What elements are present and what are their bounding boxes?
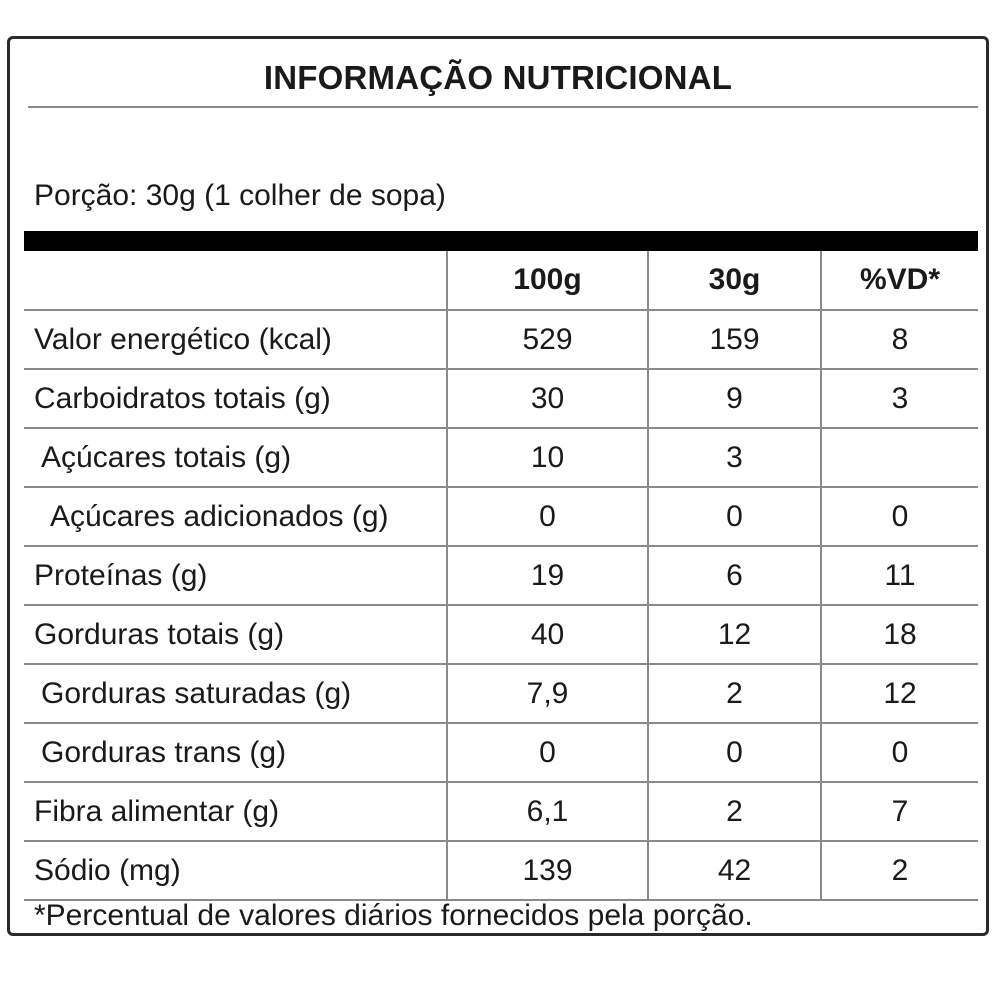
value-vd: 7 (820, 782, 978, 842)
nutrient-name: Proteínas (g) (24, 546, 447, 606)
value-vd: 2 (820, 841, 978, 901)
nutrient-name: Açúcares adicionados (g) (24, 487, 447, 547)
table-body: Valor energético (kcal) 529 159 8 Carboidrat… (24, 310, 978, 901)
value-vd: 3 (820, 369, 978, 429)
portion-text: Porção: 30g (1 colher de sopa) (34, 179, 446, 212)
table-row: Valor energético (kcal) 529 159 8 (24, 310, 978, 370)
label-title: INFORMAÇÃO NUTRICIONAL (263, 59, 733, 96)
value-vd: 11 (820, 546, 978, 606)
nutrient-name: Gorduras saturadas (g) (24, 664, 447, 724)
value-30g: 2 (647, 782, 821, 842)
value-vd: 0 (820, 487, 978, 547)
value-100g: 0 (446, 487, 648, 547)
table-row: Sódio (mg) 139 42 2 (24, 841, 978, 901)
value-100g: 6,1 (446, 782, 648, 842)
header-nutrient (24, 251, 447, 311)
table-header-row: 100g 30g %VD* (24, 251, 978, 311)
nutrient-name: Gorduras totais (g) (24, 605, 447, 665)
table-row: Açúcares totais (g) 10 3 (24, 428, 978, 488)
nutrient-name: Sódio (mg) (24, 841, 447, 901)
header-vd: %VD* (820, 251, 978, 311)
value-30g: 159 (647, 310, 821, 370)
value-30g: 12 (647, 605, 821, 665)
table-row: Gorduras trans (g) 0 0 0 (24, 723, 978, 783)
footnote: *Percentual de valores diários fornecido… (34, 899, 753, 932)
table-row: Gorduras totais (g) 40 12 18 (24, 605, 978, 665)
nutrition-label: INFORMAÇÃO NUTRICIONAL Porção: 30g (1 co… (7, 36, 989, 936)
thick-divider-bar (24, 231, 978, 251)
value-100g: 10 (446, 428, 648, 488)
nutrient-name: Carboidratos totais (g) (24, 369, 447, 429)
table-row: Fibra alimentar (g) 6,1 2 7 (24, 782, 978, 842)
value-100g: 529 (446, 310, 648, 370)
nutrient-name: Açúcares totais (g) (24, 428, 447, 488)
table-row: Gorduras saturadas (g) 7,9 2 12 (24, 664, 978, 724)
table-row: Proteínas (g) 19 6 11 (24, 546, 978, 606)
value-vd: 8 (820, 310, 978, 370)
value-30g: 6 (647, 546, 821, 606)
nutrient-name: Gorduras trans (g) (24, 723, 447, 783)
title-divider (28, 106, 978, 108)
value-100g: 0 (446, 723, 648, 783)
value-vd: 12 (820, 664, 978, 724)
table-row: Carboidratos totais (g) 30 9 3 (24, 369, 978, 429)
nutrition-table: 100g 30g %VD* Valor energético (kcal) 529… (24, 251, 978, 901)
value-100g: 30 (446, 369, 648, 429)
nutrient-name: Fibra alimentar (g) (24, 782, 447, 842)
header-30g: 30g (647, 251, 821, 311)
value-30g: 42 (647, 841, 821, 901)
value-30g: 9 (647, 369, 821, 429)
table-row: Açúcares adicionados (g) 0 0 0 (24, 487, 978, 547)
value-100g: 19 (446, 546, 648, 606)
value-vd: 18 (820, 605, 978, 665)
value-30g: 3 (647, 428, 821, 488)
value-100g: 40 (446, 605, 648, 665)
value-100g: 7,9 (446, 664, 648, 724)
value-100g: 139 (446, 841, 648, 901)
value-30g: 2 (647, 664, 821, 724)
value-30g: 0 (647, 487, 821, 547)
header-100g: 100g (446, 251, 648, 311)
value-30g: 0 (647, 723, 821, 783)
value-vd (820, 428, 978, 488)
nutrient-name: Valor energético (kcal) (24, 310, 447, 370)
value-vd: 0 (820, 723, 978, 783)
